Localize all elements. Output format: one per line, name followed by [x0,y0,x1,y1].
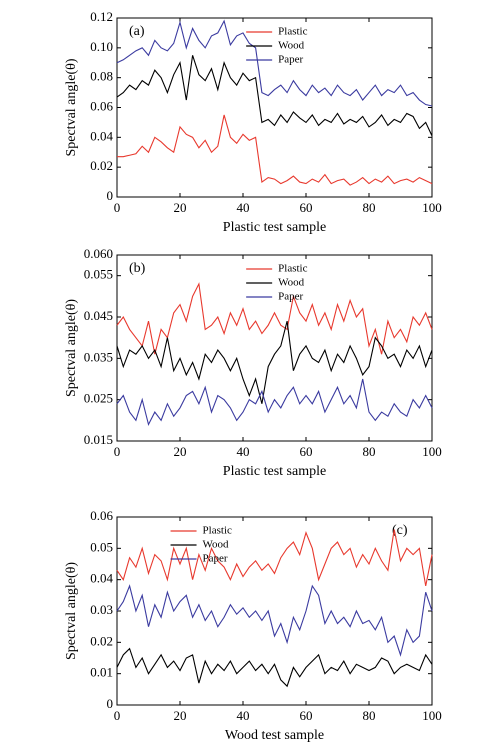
x-tick-label: 80 [363,708,376,723]
x-tick-label: 60 [300,444,313,459]
y-tick-label: 0.04 [90,571,113,586]
y-tick-label: 0 [107,696,114,711]
legend-label: Plastic [278,26,307,38]
y-tick-label: 0.10 [90,39,113,54]
x-tick-label: 40 [237,444,250,459]
y-tick-label: 0.03 [90,602,113,617]
y-axis-label: Spectval angle(θ) [64,562,79,660]
x-tick-label: 100 [422,200,442,215]
y-tick-label: 0.01 [90,665,113,680]
plot-frame [116,17,433,198]
y-tick-label: 0.045 [84,308,113,323]
y-tick-label: 0.025 [84,391,113,406]
legend-label: Plastic [203,525,232,537]
y-tick-label: 0.02 [90,633,113,648]
data-line [116,647,433,688]
x-tick-label: 0 [114,444,121,459]
y-tick-label: 0.055 [84,267,113,282]
legend-label: Paper [278,291,303,303]
x-tick-label: 20 [174,444,187,459]
x-tick-label: 40 [237,200,250,215]
x-tick-label: 80 [363,444,376,459]
y-tick-label: 0.06 [90,98,113,113]
legend-label: Paper [203,553,228,565]
legend-label: Wood [278,40,305,52]
y-tick-label: 0.015 [84,432,113,447]
x-tick-label: 40 [237,708,250,723]
data-line [116,529,433,587]
y-axis-label: Spectval angle(θ) [64,58,79,156]
x-tick-label: 0 [114,200,121,215]
panel-label: (a) [129,24,145,39]
x-tick-label: 100 [422,708,442,723]
x-tick-label: 60 [300,200,313,215]
legend-label: Paper [278,54,303,66]
x-axis-label: Plastic test sample [223,464,326,479]
data-line [117,114,433,186]
y-axis-label: Spectval angle(θ) [64,299,79,397]
data-line [116,282,433,355]
plot-frame [116,254,433,442]
data-line [116,584,433,657]
legend-label: Wood [203,539,230,551]
panel-label: (b) [129,261,146,276]
y-tick-label: 0.02 [90,158,113,173]
y-tick-label: 0.08 [90,69,113,84]
x-tick-label: 0 [114,708,121,723]
x-axis-label: Wood test sample [225,728,324,743]
y-tick-label: 0.12 [90,9,113,24]
panel-label: (c) [392,523,408,538]
y-tick-label: 0 [107,188,114,203]
x-tick-label: 20 [174,200,187,215]
y-tick-label: 0.035 [84,349,113,364]
y-tick-label: 0.04 [90,128,113,143]
data-line [116,378,433,427]
data-line [116,55,433,137]
legend-label: Wood [278,277,305,289]
y-tick-label: 0.06 [90,508,113,523]
plot-frame [116,516,433,706]
x-axis-label: Plastic test sample [223,220,326,235]
x-tick-label: 60 [300,708,313,723]
y-tick-label: 0.060 [84,246,113,261]
legend-label: Plastic [278,263,307,275]
x-tick-label: 100 [422,444,442,459]
data-line [116,320,433,404]
y-tick-label: 0.05 [90,539,113,554]
x-tick-label: 80 [363,200,376,215]
x-tick-label: 20 [174,708,187,723]
data-line [116,19,433,107]
